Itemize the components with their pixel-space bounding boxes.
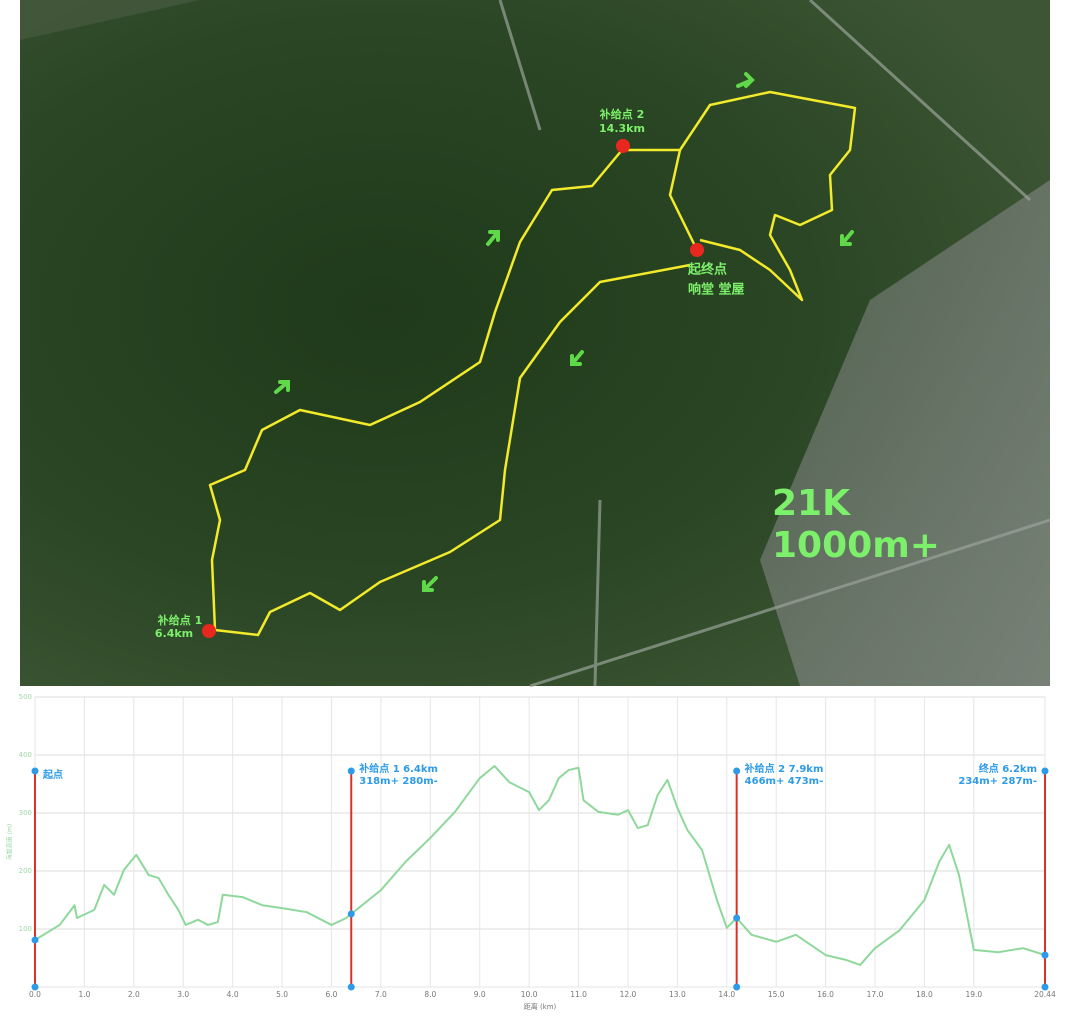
elevation-line (34, 765, 1046, 966)
map-label: 6.4km (155, 627, 193, 640)
marker-label: 234m+ 287m- (958, 776, 1037, 787)
x-tick-label: 2.0 (128, 990, 140, 999)
y-tick-label: 400 (19, 751, 32, 759)
marker-dot (733, 767, 741, 775)
x-tick-label: 13.0 (669, 990, 686, 999)
marker-dot (31, 767, 39, 775)
x-tick-label: 10.0 (521, 990, 538, 999)
marker-dot (31, 936, 39, 944)
map-label: 补给点 2 (599, 107, 644, 121)
x-tick-label: 15.0 (768, 990, 785, 999)
x-tick-label: 9.0 (474, 990, 486, 999)
x-tick-label: 20.44 (1034, 990, 1056, 999)
marker-dot (347, 910, 355, 918)
arrow (736, 72, 755, 88)
x-tick-label: 8.0 (424, 990, 436, 999)
supply-point-marker (202, 624, 216, 638)
start-finish-marker (690, 243, 704, 257)
y-tick-label: 500 (19, 693, 32, 701)
x-tick-label: 12.0 (620, 990, 637, 999)
marker-label: 补给点 1 6.4km (358, 762, 438, 775)
arrow (486, 230, 500, 246)
map-label: 起终点 (687, 262, 727, 278)
route (208, 90, 857, 637)
map-label: 补给点 1 (157, 613, 202, 627)
marker-dot (1041, 951, 1049, 959)
marker-dot (1041, 767, 1049, 775)
road (498, 0, 1051, 688)
x-tick-label: 1.0 (78, 990, 90, 999)
marker-dot (733, 914, 741, 922)
marker-label: 补给点 2 7.9km (744, 762, 824, 775)
x-tick-label: 6.0 (326, 990, 338, 999)
x-tick-label: 19.0 (965, 990, 982, 999)
city-area (760, 180, 1050, 686)
marker-label: 318m+ 280m- (359, 776, 438, 787)
x-tick-label: 7.0 (375, 990, 387, 999)
marker-dot (31, 983, 39, 991)
x-tick-label: 5.0 (276, 990, 288, 999)
x-tick-label: 11.0 (570, 990, 587, 999)
marker-label: 起点 (42, 768, 63, 781)
supply-point-marker (616, 139, 630, 153)
map-label: 14.3km (599, 122, 645, 135)
direction-arrows (274, 72, 854, 592)
elevation-chart: 100 200 300 400 500 0.0 1.0 2.0 3.0 4.0 5.0 6.0 7.0 8… (6, 693, 1056, 1011)
marker-dot (1041, 983, 1049, 991)
summary-distance: 21K (772, 483, 851, 524)
x-tick-label: 16.0 (817, 990, 834, 999)
plot-frame (34, 696, 1046, 988)
map: 补给点 2 14.3km 起终点 响堂 堂屋 补给点 1 6.4km 21K 1… (20, 0, 1051, 688)
marker-dot (347, 767, 355, 775)
y-tick-label: 300 (19, 809, 32, 817)
marker-label: 终点 6.2km (979, 762, 1037, 775)
summary-climb: 1000m+ (772, 525, 940, 566)
arrow (840, 230, 854, 246)
x-tick-label: 0.0 (29, 990, 41, 999)
x-tick-label: 17.0 (867, 990, 884, 999)
arrow (570, 350, 584, 366)
x-tick-label: 3.0 (177, 990, 189, 999)
y-tick-label: 100 (19, 925, 32, 933)
marker-dot (347, 983, 355, 991)
arrow (422, 576, 438, 592)
y-tick-label: 200 (19, 867, 32, 875)
arrow (274, 380, 290, 394)
marker-label: 466m+ 473m- (745, 776, 824, 787)
y-axis-label: 海拔高度 (m) (6, 824, 14, 860)
marker-dot (733, 983, 741, 991)
town-area (20, 0, 200, 40)
x-tick-label: 18.0 (916, 990, 933, 999)
x-axis-label: 距离 (km) (524, 1002, 557, 1011)
map-label: 响堂 堂屋 (688, 282, 745, 298)
x-tick-label: 14.0 (718, 990, 735, 999)
x-tick-label: 4.0 (227, 990, 239, 999)
